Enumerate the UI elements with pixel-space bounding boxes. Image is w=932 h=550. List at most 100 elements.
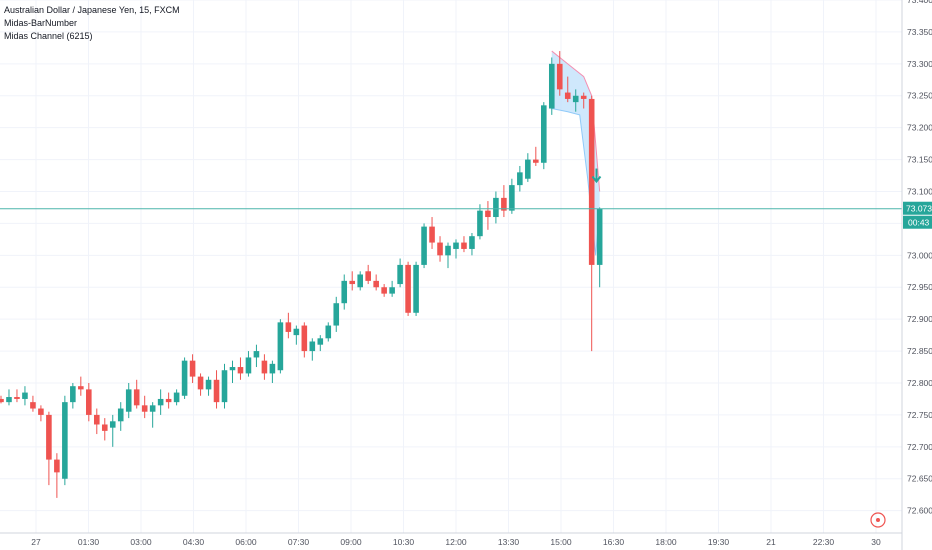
signal-arrow-icon (591, 168, 602, 184)
candle-body (564, 92, 571, 99)
legend-symbol[interactable]: Australian Dollar / Japanese Yen, 15, FX… (4, 5, 180, 15)
candle-body (572, 95, 579, 103)
candle-body (469, 236, 475, 249)
price-tick-label: 72.850 (907, 346, 932, 356)
time-tick-label: 09:00 (340, 537, 362, 547)
candle-body (501, 197, 507, 211)
candle-body (54, 459, 60, 473)
candle-body (293, 328, 300, 336)
time-tick-label: 03:00 (130, 537, 152, 547)
candle-body (349, 280, 356, 285)
price-tick-label: 73.350 (907, 27, 932, 37)
arrow-head (591, 175, 602, 184)
candle-body (101, 424, 108, 431)
candle-body (588, 98, 595, 265)
candle-body (197, 376, 204, 390)
time-axis[interactable]: 27 01:30 03:00 04:30 06:00 07:30 09:00 10:30 12:… (0, 532, 902, 547)
candle-body (6, 397, 12, 403)
candle-body (309, 341, 316, 352)
time-tick-label: 01:30 (78, 537, 100, 547)
candle-body (205, 379, 212, 390)
candle-body (437, 242, 443, 256)
candle-body (357, 274, 363, 288)
candle-body (397, 264, 403, 285)
candles (0, 51, 603, 498)
legend-indicator-midas-channel[interactable]: Midas Channel (6215) (4, 31, 93, 41)
candle-body (229, 367, 236, 371)
time-tick-label: 07:30 (288, 537, 310, 547)
candle-body (46, 414, 52, 460)
tradingview-logo-icon[interactable] (870, 512, 886, 528)
candle-body (237, 367, 244, 374)
time-tick-label: 21 (766, 537, 776, 547)
price-tick-label: 73.250 (907, 91, 932, 101)
candle-body (421, 226, 427, 265)
candle-body (253, 351, 260, 358)
grid (0, 0, 902, 533)
candle-body (93, 414, 100, 425)
time-tick-label: 12:00 (445, 537, 467, 547)
price-tag-bg (903, 201, 932, 215)
price-tick-label: 73.000 (907, 250, 932, 260)
candle-body (381, 287, 387, 294)
time-tick-label: 16:30 (603, 537, 625, 547)
price-tick-label: 73.150 (907, 155, 932, 165)
candle-body (30, 402, 36, 409)
price-tick-label: 72.900 (907, 314, 932, 324)
candle-body (317, 338, 324, 345)
candle-body (405, 264, 411, 313)
candle-body (596, 208, 603, 265)
time-tick-label: 15:00 (550, 537, 572, 547)
candle-body (301, 325, 308, 352)
candle-body (22, 392, 28, 399)
candle-body (548, 63, 555, 109)
price-tick-label: 72.750 (907, 410, 932, 420)
candle-body (453, 242, 459, 249)
time-tick-label: 19:30 (708, 537, 730, 547)
candle-body (517, 172, 523, 186)
price-tick-label: 72.650 (907, 474, 932, 484)
price-tick-label: 73.300 (907, 59, 932, 69)
candle-body (277, 322, 284, 371)
candle-body (333, 303, 340, 326)
candle-body (269, 363, 276, 374)
time-tick-label: 06:00 (235, 537, 257, 547)
candle-body (62, 402, 68, 479)
candle-body (78, 386, 84, 390)
legend-indicator-bar-number[interactable]: Midas-BarNumber (4, 18, 78, 28)
candle-body (509, 185, 515, 211)
logo-dot (876, 518, 880, 522)
candle-body (541, 105, 547, 163)
candle-body (109, 421, 116, 428)
candle-body (365, 271, 371, 281)
candle-body (149, 405, 156, 412)
candle-body (429, 226, 435, 243)
time-tick-label: 22:30 (813, 537, 835, 547)
candle-body (38, 408, 44, 415)
time-tick-label: 30 (871, 537, 881, 547)
candle-body (0, 398, 4, 403)
time-tick-label: 13:30 (498, 537, 520, 547)
candle-body (341, 280, 348, 304)
candle-body (221, 370, 228, 403)
candle-body (117, 408, 124, 422)
candle-body (533, 159, 539, 163)
candle-body (445, 245, 451, 256)
channel-fill (551, 51, 600, 256)
candle-body (14, 397, 20, 399)
candle-body (525, 159, 531, 179)
candle-body (125, 389, 132, 412)
candle-body (556, 63, 563, 90)
current-price-tag: 73.073 00:43 (903, 201, 932, 229)
candle-body (133, 389, 140, 406)
price-tick-label: 72.950 (907, 282, 932, 292)
candle-body (373, 280, 379, 288)
candle-body (285, 322, 292, 332)
channel-lower-line (551, 108, 601, 256)
candle-body (261, 360, 268, 374)
candle-body (580, 95, 587, 99)
candle-body (325, 325, 332, 339)
time-tick-label: 10:30 (393, 537, 415, 547)
price-axis[interactable]: 73.400 73.350 73.300 73.250 73.200 73.150 73.1… (901, 0, 932, 550)
